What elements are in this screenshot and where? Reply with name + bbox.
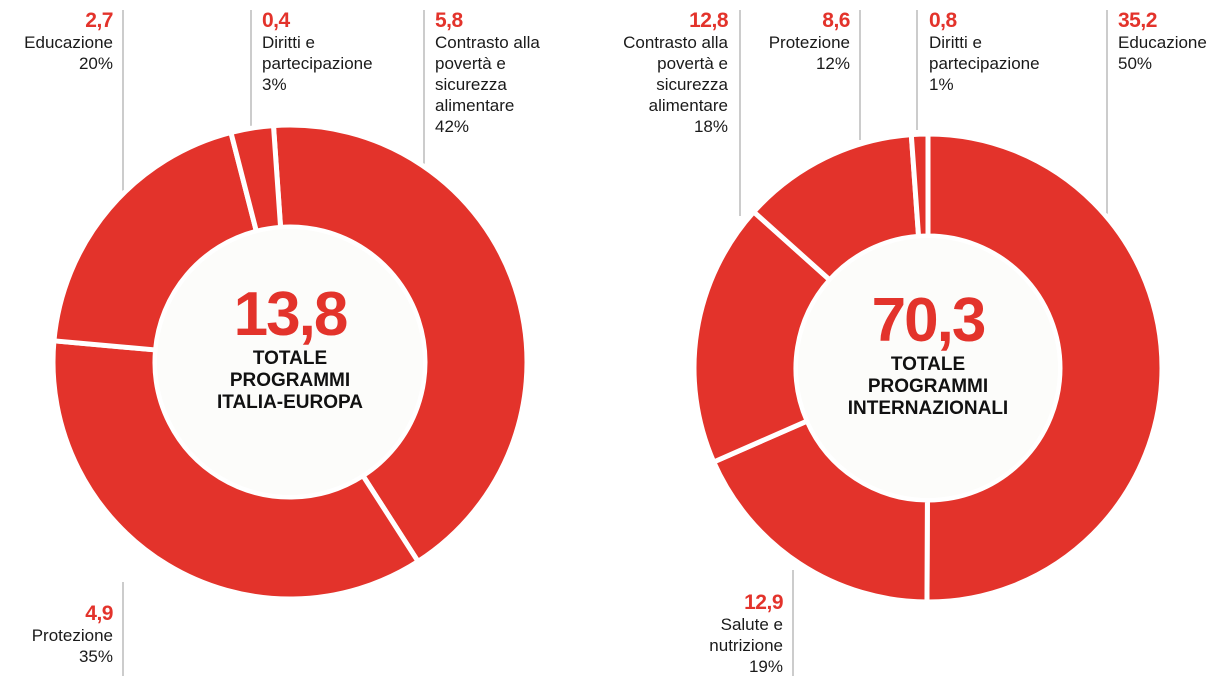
slice-label: 0,8 Diritti e partecipazione 1% [929, 10, 1069, 95]
value-label: 0,8 [929, 9, 957, 32]
value-label: 2,7 [85, 9, 113, 32]
total-label: 70,3 [871, 286, 987, 355]
percentage-label: 3% [262, 75, 287, 94]
slice-label: 8,6 Protezione 12% [710, 9, 851, 74]
value-label: 0,4 [262, 9, 290, 32]
value-label: 12,9 [744, 591, 783, 614]
slice-label: 2,7 Educazione 20% [0, 10, 113, 74]
donut-slice [51, 129, 259, 353]
category-label: Salute e nutrizione [709, 615, 783, 655]
percentage-label: 35% [78, 647, 113, 666]
slice-label: 0,4 Diritti e partecipazione 3% [262, 10, 402, 95]
donut-slice [691, 209, 833, 465]
percentage-label: 12% [815, 54, 850, 73]
total-label: 13,8 [233, 280, 349, 349]
category-label: Protezione [31, 626, 113, 645]
category-label: Diritti e partecipazione [262, 33, 373, 73]
slice-label: 12,9 Salute e nutrizione 19% [643, 592, 783, 676]
center-label: INTERNAZIONALI [847, 398, 1009, 419]
donut-hole [157, 229, 423, 495]
category-label: Educazione [24, 33, 113, 52]
slice-label: 35,2 Educazione 50% [1118, 10, 1226, 74]
center-text: 70,3 TOTALE PROGRAMMI INTERNAZIONALI [808, 288, 1048, 420]
donut-slice [924, 131, 1165, 605]
center-text: 13,8 TOTALE PROGRAMMI ITALIA-EUROPA [170, 282, 410, 414]
center-label: PROGRAMMI [229, 370, 351, 391]
category-label: Protezione [768, 33, 850, 52]
value-label: 8,6 [822, 9, 850, 32]
slice-label: 5,8 Contrasto alla povertà e sicurezza al… [435, 10, 575, 137]
donut-slice [908, 131, 931, 239]
value-label: 35,2 [1118, 9, 1157, 32]
value-label: 5,8 [435, 9, 463, 32]
slice-label: 12,8 Contrasto alla povertà e sicurezza a… [588, 10, 728, 137]
percentage-label: 19% [748, 657, 783, 676]
category-label: Contrasto alla povertà e sicurezza alime… [623, 33, 728, 115]
donut-slice [711, 418, 930, 605]
donut-slice [228, 123, 284, 234]
category-label: Contrasto alla povertà e sicurezza alime… [435, 33, 540, 115]
value-label: 12,8 [689, 9, 728, 32]
category-label: Educazione [1118, 33, 1207, 52]
percentage-label: 18% [693, 117, 728, 136]
percentage-label: 20% [78, 54, 113, 73]
value-label: 4,9 [85, 602, 113, 625]
center-label: ITALIA-EUROPA [216, 392, 363, 413]
category-label: Diritti e partecipazione [929, 33, 1040, 73]
donut-slice [50, 338, 421, 602]
slice-label: 4,9 Protezione 35% [0, 602, 114, 667]
center-label: PROGRAMMI [867, 376, 989, 397]
center-label: TOTALE [890, 354, 966, 375]
center-label: TOTALE [252, 348, 328, 369]
percentage-label: 1% [929, 75, 954, 94]
percentage-label: 50% [1118, 54, 1153, 73]
donut-slice [270, 122, 530, 564]
donut-hole [798, 238, 1058, 498]
percentage-label: 42% [435, 117, 470, 136]
